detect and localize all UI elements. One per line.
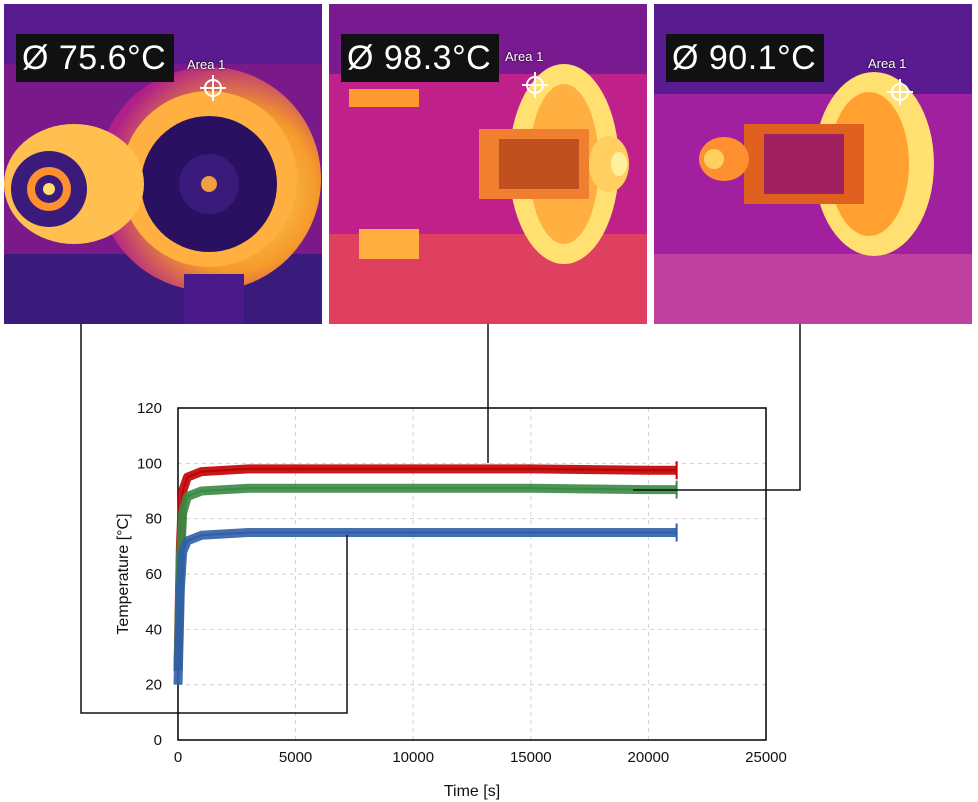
x-axis-label: Time [s] (444, 783, 500, 800)
area-label: Area 1 (187, 57, 226, 72)
series-line-2-band (173, 483, 677, 671)
x-tick-label: 0 (174, 749, 182, 766)
crosshair-icon (200, 75, 226, 101)
connector-image-1 (80, 324, 348, 714)
connector-image-3 (633, 324, 801, 491)
crosshair-icon (887, 79, 913, 105)
series-line-2 (177, 487, 677, 671)
thermal-image-1: Ø 75.6°C Area 1 (4, 4, 322, 324)
y-axis-label: Temperature [°C] (115, 513, 132, 634)
connector-lines (80, 324, 801, 714)
tick-labels: 0 5000 10000 15000 20000 25000 0 20 40 60 80 100 120 (137, 400, 787, 766)
thermal-scene-1 (4, 4, 322, 324)
y-tick-label: 40 (145, 621, 162, 638)
crosshair-icon (522, 72, 548, 98)
x-tick-label: 25000 (745, 749, 787, 766)
x-tick-label: 5000 (279, 749, 312, 766)
x-tick-label: 15000 (510, 749, 552, 766)
temperature-readout: Ø 75.6°C (16, 34, 175, 82)
thermal-image-3: Ø 90.1°C Area 1 (654, 4, 972, 324)
area-label: Area 1 (868, 56, 907, 71)
x-tick-label: 20000 (628, 749, 670, 766)
area-label: Area 1 (505, 49, 544, 64)
y-tick-label: 0 (154, 732, 162, 749)
chart-grid (178, 408, 766, 740)
y-tick-label: 80 (145, 511, 162, 528)
temperature-readout: Ø 98.3°C (341, 34, 500, 82)
temperature-readout: Ø 90.1°C (666, 34, 825, 82)
x-tick-label: 10000 (392, 749, 434, 766)
thermal-image-2: Ø 98.3°C Area 1 (329, 4, 647, 324)
y-tick-label: 120 (137, 400, 162, 417)
series-layer (173, 461, 678, 685)
series-line-1 (177, 467, 677, 671)
series-line-3-band (173, 528, 677, 685)
y-tick-label: 20 (145, 677, 162, 694)
y-tick-label: 60 (145, 566, 162, 583)
y-tick-label: 100 (137, 455, 162, 472)
series-line-1-band (173, 464, 677, 671)
series-line-3 (177, 531, 677, 685)
